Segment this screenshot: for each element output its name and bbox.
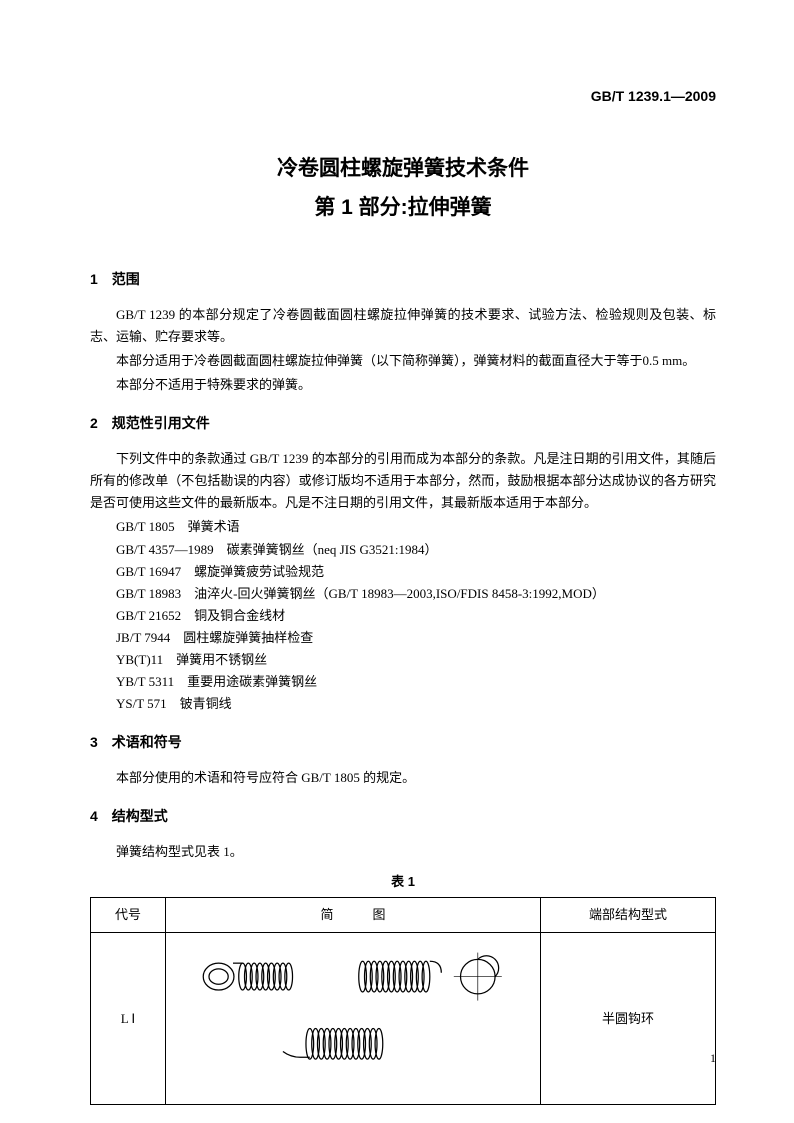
code-cell: L Ⅰ [91, 933, 166, 1105]
end-type-cell: 半圆钩环 [541, 933, 716, 1105]
paragraph: 本部分适用于冷卷圆截面圆柱螺旋拉伸弹簧（以下简称弹簧），弹簧材料的截面直径大于等… [90, 350, 716, 372]
table-header-row: 代号 简 图 端部结构型式 [91, 898, 716, 933]
title-main: 冷卷圆柱螺旋弹簧技术条件 [90, 151, 716, 187]
table-header-cell: 端部结构型式 [541, 898, 716, 933]
title-sub: 第 1 部分:拉伸弹簧 [90, 190, 716, 226]
paragraph: 本部分使用的术语和符号应符合 GB/T 1805 的规定。 [90, 767, 716, 789]
paragraph: 本部分不适用于特殊要求的弹簧。 [90, 374, 716, 396]
reference-item: GB/T 4357—1989 碳素弹簧钢丝（neq JIS G3521:1984… [90, 539, 716, 561]
table-1: 代号 简 图 端部结构型式 L Ⅰ [90, 897, 716, 1105]
reference-item: JB/T 7944 圆柱螺旋弹簧抽样检查 [90, 627, 716, 649]
paragraph: GB/T 1239 的本部分规定了冷卷圆截面圆柱螺旋拉伸弹簧的技术要求、试验方法… [90, 304, 716, 348]
spring-diagram-icon [176, 943, 530, 1087]
table-1-caption: 表 1 [90, 871, 716, 893]
paragraph: 弹簧结构型式见表 1。 [90, 841, 716, 863]
reference-item: GB/T 18983 油淬火-回火弹簧钢丝（GB/T 18983—2003,IS… [90, 583, 716, 605]
page-number: 1 [710, 1048, 716, 1068]
table-header-cell: 简 图 [166, 898, 541, 933]
reference-item: GB/T 1805 弹簧术语 [90, 516, 716, 538]
diagram-cell [166, 933, 541, 1105]
table-header-cell: 代号 [91, 898, 166, 933]
table-row: L Ⅰ [91, 933, 716, 1105]
reference-item: GB/T 16947 螺旋弹簧疲劳试验规范 [90, 561, 716, 583]
paragraph: 下列文件中的条款通过 GB/T 1239 的本部分的引用而成为本部分的条款。凡是… [90, 448, 716, 514]
standard-code: GB/T 1239.1—2009 [90, 85, 716, 109]
section-2-heading: 2 规范性引用文件 [90, 412, 716, 436]
reference-item: YB(T)11 弹簧用不锈钢丝 [90, 649, 716, 671]
reference-item: GB/T 21652 铜及铜合金线材 [90, 605, 716, 627]
reference-item: YB/T 5311 重要用途碳素弹簧钢丝 [90, 671, 716, 693]
section-3-heading: 3 术语和符号 [90, 731, 716, 755]
reference-item: YS/T 571 铍青铜线 [90, 693, 716, 715]
section-1-heading: 1 范围 [90, 268, 716, 292]
section-4-heading: 4 结构型式 [90, 805, 716, 829]
